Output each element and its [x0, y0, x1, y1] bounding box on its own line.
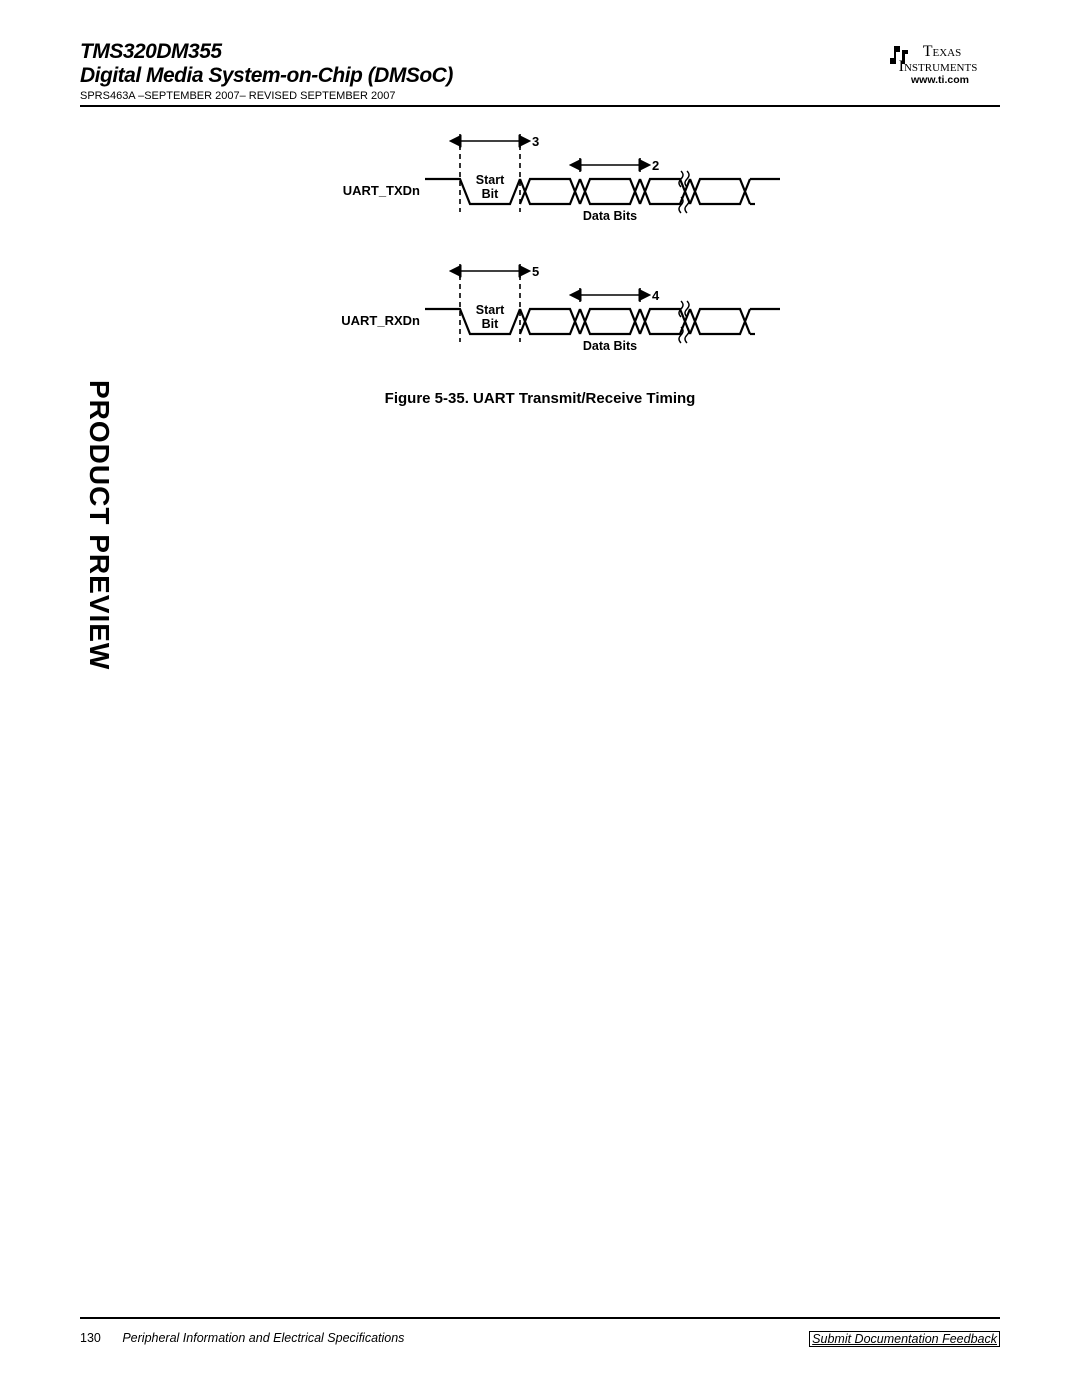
footer-rule	[80, 1317, 1000, 1319]
page-number: 130	[80, 1331, 101, 1345]
title-line-1: TMS320DM355	[80, 40, 1000, 64]
ti-logo-text2: Instruments	[899, 58, 978, 75]
ti-logo: Texas Instruments www.ti.com	[880, 40, 1000, 86]
doc-number: SPRS463A –SEPTEMBER 2007– REVISED SEPTEM…	[80, 90, 1000, 102]
start-bit-label-2b: Bit	[482, 317, 500, 331]
data-bits-label-1: Data Bits	[583, 209, 637, 223]
sidebar-watermark: PRODUCT PREVIEW	[83, 380, 115, 670]
marker-4: 4	[652, 288, 660, 303]
data-bits-label-2: Data Bits	[583, 339, 637, 353]
timing-diagram: UART_TXDn 3 2	[260, 122, 820, 382]
title-line-2: Digital Media System-on-Chip (DMSoC)	[80, 64, 1000, 88]
marker-3: 3	[532, 134, 539, 149]
ti-logo-icon: Texas Instruments www.ti.com	[880, 40, 1000, 86]
ti-url: www.ti.com	[910, 74, 969, 86]
feedback-link[interactable]: Submit Documentation Feedback	[809, 1331, 1000, 1347]
start-bit-label-2a: Start	[476, 303, 505, 317]
start-bit-label-1a: Start	[476, 173, 505, 187]
figure-area: UART_TXDn 3 2	[80, 122, 1000, 407]
footer: 130 Peripheral Information and Electrica…	[80, 1331, 1000, 1347]
start-bit-label-1b: Bit	[482, 187, 500, 201]
footer-section: Peripheral Information and Electrical Sp…	[122, 1331, 404, 1345]
signal1-label: UART_TXDn	[343, 183, 420, 198]
marker-5: 5	[532, 264, 539, 279]
marker-2: 2	[652, 158, 659, 173]
signal2-label: UART_RXDn	[341, 313, 420, 328]
header: TMS320DM355 Digital Media System-on-Chip…	[80, 40, 1000, 107]
figure-caption: Figure 5-35. UART Transmit/Receive Timin…	[80, 390, 1000, 407]
